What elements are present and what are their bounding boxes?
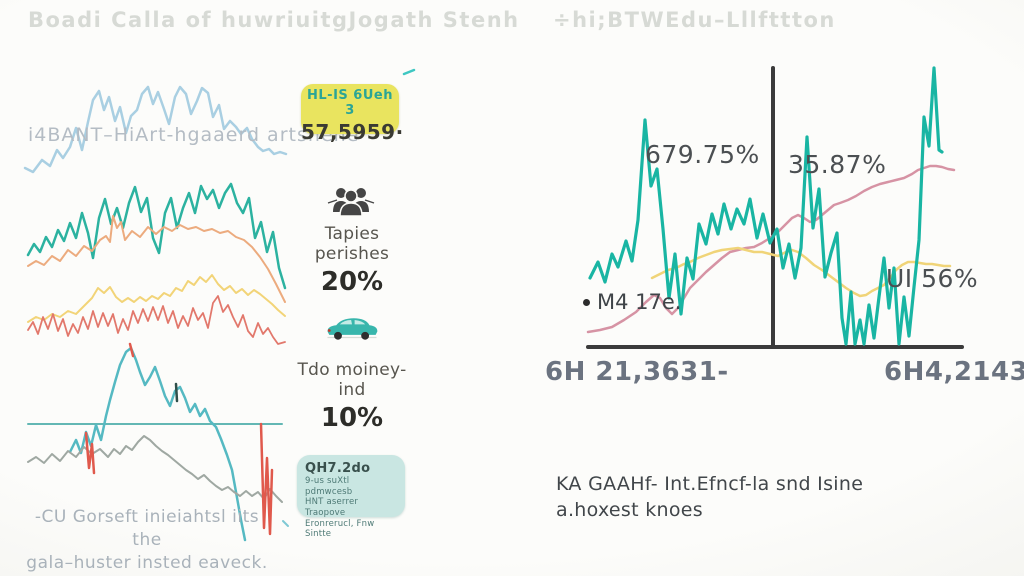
info-card-title: QH7.2do (305, 461, 371, 476)
kpi-card-title: HL-IS 6Ueh 3 (307, 88, 393, 118)
info-card-line2: HNT aserrer Traopove (305, 497, 359, 518)
left-section-title: Boadi Calla of huwriuitgJogath Stenh (28, 8, 520, 32)
right-teal-line (588, 66, 944, 346)
decor-teal-tick-bottom (282, 520, 289, 527)
chart1-blue-line (23, 85, 288, 174)
chart1-label: i4BANT–HiArt-hgaaerd artshene (28, 124, 360, 146)
chart3-teal-line (68, 346, 247, 542)
point-label-left-text: M4 17e. (597, 290, 682, 314)
stat-tapies-value: 20% (320, 267, 384, 297)
stat-tdo-value: 10% (320, 403, 384, 433)
chart2-red-line (27, 295, 286, 345)
highlight-kpi-card: HL-IS 6Ueh 3 57,5959· (301, 84, 403, 144)
right-caption: KA GAAHf- Int.Efncf-la snd Isine a.hoxes… (556, 472, 863, 523)
chart2-teal-line (26, 182, 287, 290)
chart2-yellow-line (27, 274, 286, 323)
x-axis-label-right: 6H4,21431- (884, 357, 1024, 387)
info-card-line1: 9-us suXtl pdmwcesb (305, 476, 353, 497)
chart3-red-spike-2 (259, 422, 274, 536)
left-caption-line2: gala–huster insted eaveck. (26, 552, 268, 573)
right-caption-line1: KA GAAHf- Int.Efncf-la snd Isine (556, 473, 864, 495)
chart3-dark-tick (174, 382, 179, 403)
decor-teal-tick-top (402, 68, 416, 76)
point-label-left: M4 17e. (583, 290, 681, 314)
car-icon (324, 312, 380, 342)
stat-tdo: Tdo moiney-ind 10% (287, 360, 417, 433)
pct-label-right: 35.87% (788, 150, 887, 179)
chart3-red-tick (128, 342, 135, 358)
chart3-red-spike-1 (84, 431, 96, 475)
right-pink-line (586, 164, 956, 334)
x-axis-label-left: 6H 21,3631- (545, 357, 729, 387)
left-caption: -CU Gorseft inieiahtsl iits the gala–hus… (22, 506, 272, 575)
stat-tdo-label: Tdo moiney-ind (297, 360, 407, 400)
people-group-icon (327, 182, 375, 220)
stat-tapies: Tapies perishes 20% (287, 224, 417, 297)
bullet-dot (583, 298, 590, 306)
info-card: QH7.2do 9-us suXtl pdmwcesb HNT aserrer … (297, 455, 405, 539)
pct-label-left: 679.75% (645, 140, 760, 169)
right-yellow-line (650, 246, 952, 298)
stat-tapies-label: Tapies perishes (314, 224, 390, 264)
kpi-card-value: 57,5959· (301, 120, 404, 144)
point-label-right: UI 56% (886, 264, 979, 293)
right-section-title: ÷hi;BTWEdu–Lllfttton (553, 8, 836, 32)
left-caption-line1: -CU Gorseft inieiahtsl iits the (34, 507, 260, 550)
chart2-orange-line (27, 215, 286, 303)
right-caption-line2: a.hoxest knoes (556, 498, 703, 521)
chart3-gray-line (27, 435, 283, 503)
info-card-line3: Eronrerucl, Fnw Sintte (305, 518, 375, 540)
